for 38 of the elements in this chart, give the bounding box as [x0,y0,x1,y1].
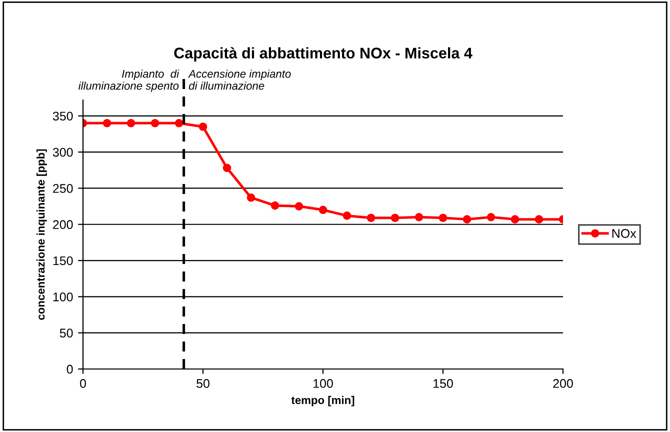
point [534,215,544,224]
text: Accensione impianto di illuminazione [188,70,291,90]
y-tick-label: 50 [60,328,73,338]
x-tick-label: 50 [196,379,210,388]
point [246,193,256,202]
y-tick-label: 100 [53,292,73,302]
x-axis-title: tempo [min] [291,396,354,406]
x-tick-label: 0 [80,379,86,388]
x-tick-label: 200 [553,379,573,388]
chart-title: Capacità di abbattimento NOx - Miscela 4 [174,47,472,62]
point [414,212,424,222]
y-tick-label: 300 [52,148,73,157]
y-tick-label: 250 [53,184,73,193]
y-tick-label: 200 [53,220,73,230]
y-tick-label: 350 [52,112,73,121]
x-tick-label: 150 [434,379,453,388]
point [510,215,520,224]
text: Impianto di illuminazione spento [78,70,180,92]
point [150,118,160,128]
point [342,212,352,220]
point [462,215,472,224]
point [366,214,376,222]
y-tick-label: 150 [53,256,73,266]
y-axis-title: concentrazione inquinante [ppb] [36,149,47,320]
x-tick-label: 100 [314,379,333,388]
point [438,214,448,222]
legend-label: NOx [612,229,636,238]
point [126,118,136,128]
point [486,212,496,222]
point [102,118,112,128]
point [294,202,304,210]
point [318,206,328,214]
point [222,164,232,172]
point [270,201,280,210]
point [174,118,184,128]
point [198,122,208,131]
point [390,214,400,222]
y-tick-label: 0 [66,364,73,374]
